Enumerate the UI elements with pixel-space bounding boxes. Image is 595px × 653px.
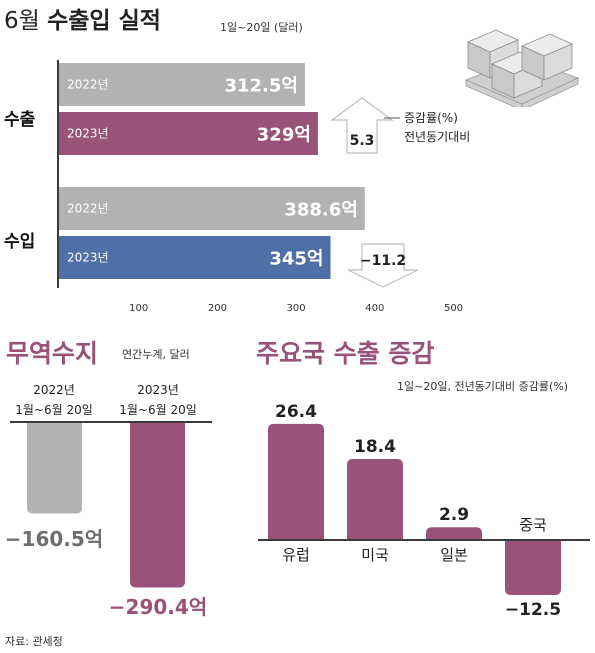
- bar: [59, 112, 318, 155]
- value-label: 18.4: [354, 437, 396, 457]
- bar-value-label: 345억: [269, 249, 323, 270]
- bar-year-label: 2023년: [67, 251, 109, 265]
- bar-year-label: 2022년: [67, 202, 109, 216]
- bar-value-label: 329억: [257, 125, 311, 146]
- boxes-icon: [464, 29, 580, 107]
- bar-year-label: 2023년: [67, 127, 109, 141]
- x-tick-label: 300: [287, 303, 306, 314]
- category-label: 1월~6월 20일: [15, 403, 93, 417]
- category-label: 일본: [440, 546, 468, 564]
- down-arrow-icon: [347, 243, 419, 288]
- up-arrow-icon: [330, 97, 394, 154]
- balance-chart: 2022년 1월~6월 20일 2023년 1월~6월 20일 −160.5억 −290.…: [5, 383, 212, 619]
- bar: [27, 422, 82, 514]
- category-label: 2023년: [137, 383, 179, 397]
- category-label: 중국: [519, 516, 547, 534]
- value-label: −12.5: [505, 600, 561, 620]
- value-label: 26.4: [275, 402, 317, 422]
- group-label: 수출: [4, 110, 36, 130]
- bar: [426, 527, 482, 540]
- x-tick-label: 200: [208, 303, 227, 314]
- header-subtitle: 1일~20일 (달러): [220, 21, 303, 34]
- change-value-label: −11.2: [360, 253, 406, 269]
- value-label: 2.9: [439, 505, 469, 525]
- bar: [59, 187, 365, 230]
- bar-year-label: 2022년: [67, 78, 109, 92]
- source-note: 자료: 관세청: [5, 635, 63, 648]
- x-tick-label: 500: [444, 303, 463, 314]
- group-label: 수입: [4, 232, 35, 252]
- bar: [59, 236, 331, 279]
- change-value-label: 5.3: [350, 133, 375, 149]
- country-title: 주요국 수출 증감: [256, 339, 435, 368]
- page-title: 6월 수출입 실적: [4, 8, 161, 34]
- bar: [268, 423, 324, 540]
- legend-line1: 증감률(%): [404, 111, 458, 125]
- country-subtitle: 1일~20일, 전년동기대비 증감률(%): [397, 380, 569, 393]
- bar-value-label: 388.6억: [284, 200, 358, 221]
- value-label: −160.5억: [5, 527, 103, 551]
- category-label: 2022년: [33, 383, 75, 397]
- country-chart: 26.4 유럽 18.4 미국 2.9 일본 중국 −12.5: [258, 402, 590, 620]
- bar: [59, 63, 305, 106]
- bar: [505, 540, 561, 595]
- bar: [347, 459, 403, 540]
- bar: [130, 422, 185, 588]
- category-label: 미국: [361, 546, 389, 564]
- legend-line2: 전년동기대비: [404, 130, 470, 144]
- category-label: 1월~6월 20일: [119, 403, 197, 417]
- x-tick-label: 100: [129, 303, 148, 314]
- title-month: 6월: [4, 8, 40, 34]
- value-label: −290.4억: [109, 595, 207, 619]
- balance-title: 무역수지: [6, 339, 99, 368]
- x-tick-label: 400: [365, 303, 384, 314]
- category-label: 유럽: [282, 546, 310, 564]
- title-main: 수출입 실적: [47, 8, 161, 34]
- balance-subtitle: 연간누계, 달러: [122, 348, 190, 361]
- bar-value-label: 312.5억: [224, 76, 298, 97]
